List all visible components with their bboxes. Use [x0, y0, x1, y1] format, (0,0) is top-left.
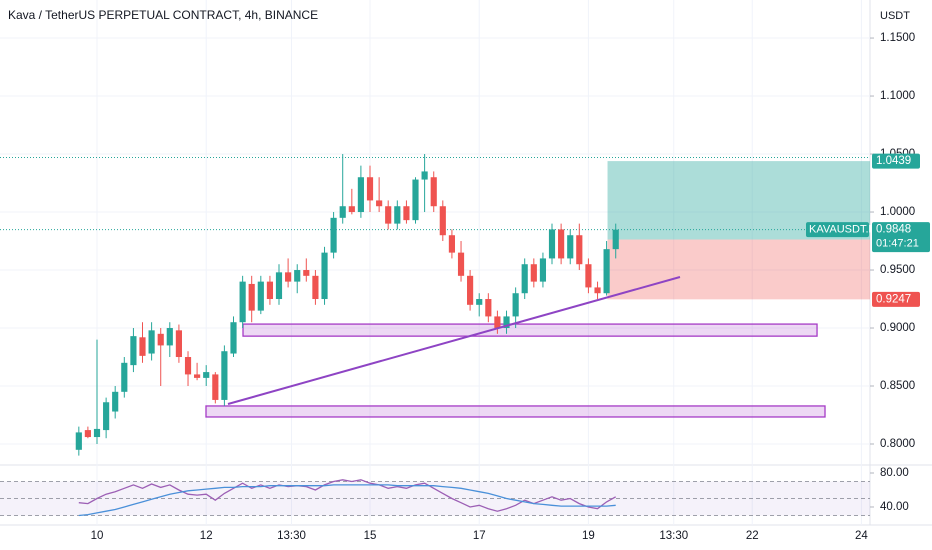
x-tick-label: 13:30 [659, 530, 688, 542]
candle-body [594, 287, 601, 294]
candle-body [576, 235, 583, 265]
symbol-label: KAVAUSDT.P [809, 224, 876, 236]
candle-body [558, 229, 565, 259]
x-tick-label: 12 [200, 530, 213, 542]
candle-body [157, 333, 164, 346]
candle-body [503, 316, 510, 329]
candle-body [93, 428, 101, 438]
candle-body [612, 229, 619, 250]
candle-body [166, 328, 173, 346]
y-tick-label: 80.00 [880, 467, 909, 479]
candle-body [348, 206, 355, 213]
candle-body [239, 281, 246, 323]
candle-body [103, 402, 110, 431]
candle-body [357, 177, 364, 213]
candle-body [294, 270, 301, 282]
candle-body [467, 275, 474, 305]
candle-body [521, 264, 528, 294]
candle-body [112, 391, 119, 412]
candle-body [376, 200, 383, 207]
candle-body [457, 252, 465, 276]
x-tick-label: 17 [473, 530, 486, 542]
support-zone [242, 323, 818, 337]
candle-body [321, 252, 328, 300]
candle-body [476, 299, 483, 305]
candle-body [230, 322, 237, 354]
candle-body [439, 206, 446, 236]
candle-body [257, 281, 264, 311]
candle-body [148, 330, 155, 354]
chart-title: Kava / TetherUS PERPETUAL CONTRACT, 4h, … [8, 8, 318, 22]
candle-body [548, 229, 556, 259]
candle-body [84, 430, 91, 438]
candle-body [494, 316, 501, 329]
y-axis-label: USDT [880, 10, 910, 22]
y-tick-label: 0.8000 [880, 438, 915, 450]
x-tick-label: 24 [855, 530, 868, 542]
candle-body [567, 235, 574, 259]
countdown-label: 01:47:21 [876, 238, 919, 250]
candle-body [139, 337, 146, 356]
candle-body [412, 179, 419, 221]
candle-body [275, 272, 283, 300]
stop-box [872, 291, 920, 307]
x-tick-label: 10 [91, 530, 104, 542]
candle-body [421, 171, 428, 180]
candle-body [212, 374, 219, 400]
candle-body [266, 281, 274, 300]
y-tick-label: 0.9000 [880, 322, 915, 334]
indicator-line [78, 484, 616, 517]
x-tick-label: 22 [746, 530, 759, 542]
candle-body [203, 372, 210, 378]
y-tick-label: 0.8500 [880, 380, 915, 392]
y-tick-label: 1.1000 [880, 90, 915, 102]
candle-body [75, 432, 82, 450]
y-tick-label: 40.00 [880, 501, 909, 513]
indicator-line [78, 479, 617, 512]
candle-body [221, 351, 228, 400]
x-tick-label: 15 [364, 530, 377, 542]
candle-body [394, 206, 401, 224]
candle-body [403, 206, 410, 221]
candle-body [312, 275, 319, 300]
candle-body [530, 264, 537, 282]
y-tick-label: 0.9500 [880, 264, 915, 276]
trendline [227, 276, 681, 405]
candle-body [485, 299, 492, 317]
last-price-box [872, 222, 930, 253]
candle-body [585, 264, 592, 288]
candle-body [539, 258, 547, 282]
candle-body [285, 272, 292, 282]
candle-body [130, 336, 137, 366]
candle-body [175, 330, 182, 358]
candle-body [366, 177, 374, 201]
candle-body [603, 249, 610, 294]
last-price-label: 0.9848 [876, 224, 911, 236]
stop-zone [607, 239, 870, 300]
stop-label: 0.9247 [876, 293, 911, 305]
target-label: 1.0439 [876, 155, 911, 167]
candle-body [121, 362, 128, 392]
candle-body [184, 357, 192, 375]
support-zone [205, 405, 826, 418]
candle-body [339, 206, 346, 218]
candle-body [512, 293, 519, 317]
target-box [872, 153, 920, 169]
y-tick-label: 1.1500 [880, 32, 915, 44]
x-tick-label: 13:30 [277, 530, 306, 542]
candle-body [330, 217, 337, 253]
candle-body [303, 270, 310, 276]
candle-body [430, 177, 437, 207]
candle-body [448, 235, 455, 253]
x-tick-label: 19 [582, 530, 595, 542]
candle-body [385, 206, 392, 224]
candle-body [194, 374, 201, 378]
symbol-box [806, 222, 869, 238]
candle-body [248, 283, 255, 311]
y-tick-label: 1.0000 [880, 206, 915, 218]
